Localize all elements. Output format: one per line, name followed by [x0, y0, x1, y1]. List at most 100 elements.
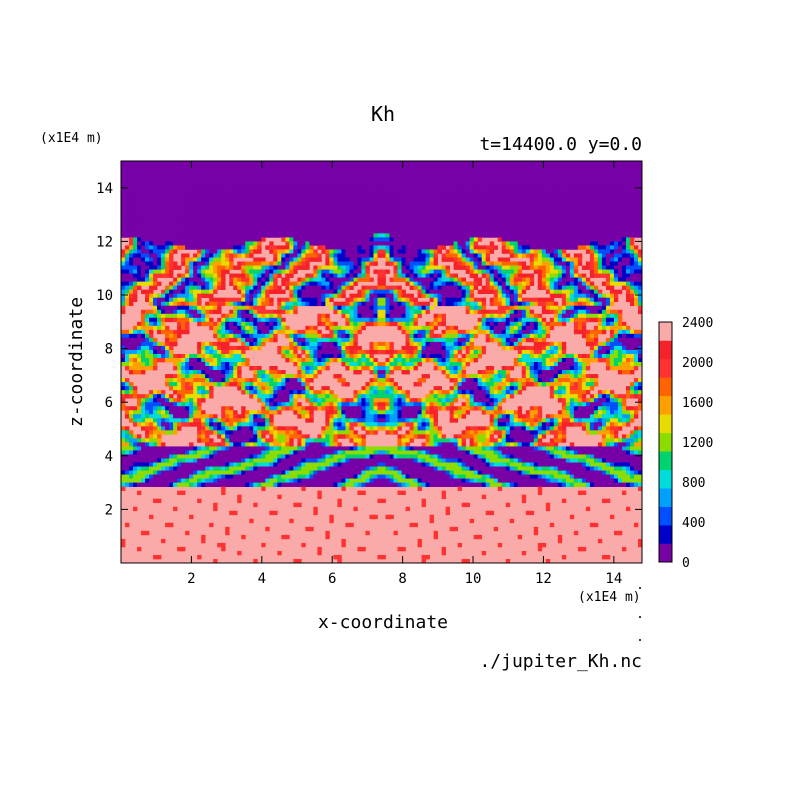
- contour-cell: [369, 317, 374, 323]
- contour-cell: [385, 193, 390, 198]
- contour-cell: [257, 309, 262, 315]
- contour-cell: [169, 398, 174, 403]
- contour-cell: [389, 205, 394, 210]
- contour-cell: [273, 466, 278, 471]
- contour-cell: [193, 406, 198, 411]
- contour-cell: [221, 265, 226, 270]
- contour-cell: [301, 289, 306, 295]
- contour-cell: [201, 309, 206, 315]
- contour-cell: [361, 462, 366, 467]
- contour-cell: [277, 454, 282, 459]
- contour-cell: [209, 454, 214, 459]
- contour-cell: [185, 253, 190, 258]
- contour-cell: [381, 301, 386, 307]
- contour-cell: [213, 353, 218, 359]
- contour-cell: [373, 462, 378, 467]
- contour-cell: [157, 273, 162, 278]
- contour-cell: [121, 165, 126, 170]
- contour-cell: [317, 357, 322, 363]
- contour-cell: [389, 185, 394, 190]
- contour-cell: [365, 366, 370, 371]
- contour-cell: [201, 353, 206, 359]
- contour-cell: [253, 217, 258, 222]
- contour-cell: [141, 169, 146, 174]
- contour-cell: [209, 293, 214, 299]
- contour-cell: [393, 353, 398, 359]
- contour-cell: [313, 281, 318, 286]
- contour-cell: [397, 189, 402, 194]
- contour-cell: [133, 474, 138, 479]
- contour-cell: [377, 398, 382, 403]
- contour-cell: [357, 253, 362, 258]
- contour-cell: [373, 458, 378, 463]
- contour-cell: [377, 554, 382, 560]
- contour-cell: [133, 205, 138, 210]
- contour-cell: [353, 466, 358, 471]
- contour-cell: [353, 273, 358, 278]
- contour-cell: [305, 442, 310, 447]
- contour-cell: [241, 422, 246, 427]
- contour-cell: [265, 374, 270, 379]
- contour-cell: [241, 454, 246, 459]
- contour-cell: [389, 394, 394, 399]
- contour-cell: [249, 265, 254, 270]
- contour-cell: [149, 185, 154, 190]
- contour-cell: [141, 253, 146, 258]
- contour-cell: [221, 285, 226, 290]
- contour-cell: [305, 474, 310, 479]
- contour-cell: [141, 414, 146, 419]
- contour-cell: [381, 470, 386, 475]
- contour-cell: [349, 293, 354, 299]
- contour-cell: [197, 225, 202, 230]
- contour-cell: [313, 329, 318, 335]
- contour-cell: [297, 502, 302, 508]
- contour-cell: [149, 349, 154, 355]
- contour-cell: [149, 261, 154, 266]
- contour-cell: [205, 430, 210, 435]
- contour-cell: [353, 470, 358, 475]
- contour-cell: [329, 245, 334, 250]
- contour-cell: [245, 233, 250, 238]
- contour-cell: [341, 245, 346, 250]
- contour-cell: [225, 193, 230, 198]
- contour-cell: [317, 221, 322, 226]
- contour-cell: [381, 406, 386, 411]
- contour-cell: [397, 257, 402, 262]
- contour-cell: [381, 374, 386, 379]
- contour-cell: [153, 418, 158, 423]
- contour-cell: [293, 233, 298, 238]
- contour-cell: [225, 434, 230, 439]
- contour-cell: [157, 297, 162, 303]
- contour-cell: [401, 213, 406, 218]
- contour-cell: [213, 213, 218, 218]
- contour-cell: [373, 185, 378, 190]
- contour-cell: [309, 378, 314, 383]
- contour-cell: [133, 466, 138, 471]
- contour-cell: [165, 297, 170, 303]
- contour-cell: [213, 333, 218, 339]
- contour-cell: [129, 221, 134, 226]
- contour-cell: [177, 173, 182, 178]
- contour-cell: [273, 426, 278, 431]
- contour-cell: [393, 233, 398, 238]
- contour-cell: [301, 201, 306, 206]
- contour-cell: [229, 313, 234, 319]
- contour-cell: [153, 309, 158, 315]
- contour-cell: [169, 313, 174, 319]
- contour-cell: [353, 245, 358, 250]
- contour-cell: [373, 386, 378, 391]
- contour-cell: [161, 398, 166, 403]
- contour-cell: [389, 165, 394, 170]
- contour-cell: [385, 482, 390, 487]
- contour-cell: [205, 169, 210, 174]
- contour-cell: [265, 205, 270, 210]
- contour-cell: [141, 454, 146, 459]
- contour-cell: [265, 382, 270, 387]
- contour-cell: [125, 249, 130, 254]
- contour-cell: [301, 277, 306, 282]
- contour-cell: [165, 209, 170, 214]
- contour-cell: [377, 366, 382, 371]
- contour-cell: [397, 309, 402, 315]
- contour-cell: [329, 418, 334, 423]
- contour-cell: [161, 217, 166, 222]
